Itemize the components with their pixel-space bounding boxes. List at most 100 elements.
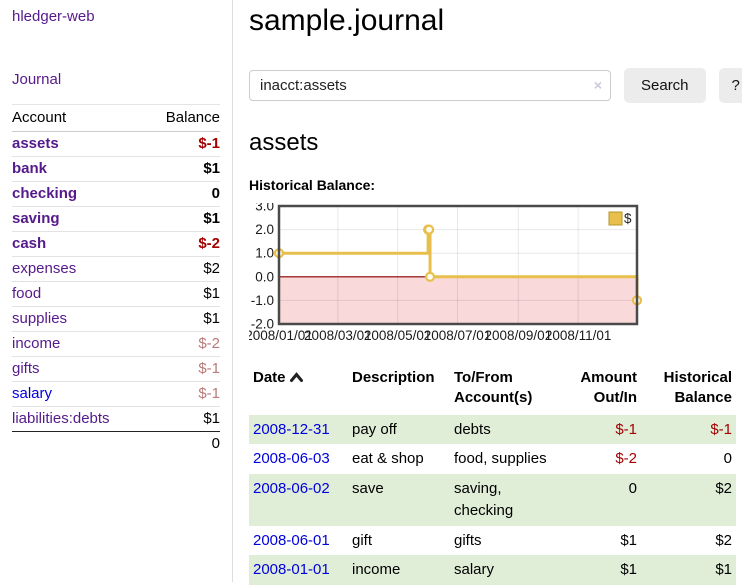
- sidebar-account-row: bank $1: [12, 156, 220, 182]
- account-balance: $2: [145, 256, 220, 282]
- register-header-amount: Amount Out/In: [580, 369, 637, 407]
- account-name-cell: checking: [12, 181, 146, 207]
- account-link[interactable]: salary: [12, 385, 53, 402]
- register-date-cell: 2008-06-01: [249, 526, 348, 556]
- clear-search-icon[interactable]: ×: [593, 77, 602, 93]
- x-axis-tick-label: 2008/05/01: [364, 328, 432, 343]
- register-amount-cell: $1: [620, 561, 637, 579]
- register-balance-cell: $1: [715, 561, 732, 579]
- search-input[interactable]: [249, 70, 611, 101]
- y-axis-tick-label: 2.0: [255, 222, 274, 237]
- x-axis-tick-label: 2008/03/01: [304, 328, 372, 343]
- accounts-header-row: Account Balance: [12, 104, 220, 132]
- account-link[interactable]: food: [12, 285, 42, 302]
- y-axis-tick-label: -2.0: [251, 317, 274, 332]
- register-amount-cell: $-1: [615, 420, 637, 438]
- sidebar-account-row: saving $1: [12, 206, 220, 232]
- x-axis-tick-label: 2008/01/01: [249, 328, 313, 343]
- register-description-cell: eat & shop: [352, 450, 424, 468]
- sidebar-account-row: income $-2: [12, 331, 220, 357]
- sidebar-account-row: liabilities:debts $1: [12, 406, 220, 432]
- account-name-cell: cash: [12, 231, 146, 257]
- account-link[interactable]: cash: [12, 235, 47, 252]
- account-balance: $-1: [145, 381, 220, 407]
- account-link[interactable]: saving: [12, 210, 60, 227]
- accounts-total-row: 0: [12, 431, 220, 456]
- register-accounts-cell: debts: [454, 420, 491, 438]
- account-balance: $1: [145, 306, 220, 332]
- sidebar-account-row: assets $-1: [12, 132, 220, 157]
- accounts-total-value: 0: [145, 431, 220, 456]
- register-header-date[interactable]: Date: [249, 366, 348, 415]
- account-link[interactable]: expenses: [12, 260, 77, 277]
- negative-region: [279, 276, 637, 324]
- register-description-cell: income: [352, 561, 401, 579]
- account-name-cell: assets: [12, 132, 146, 157]
- register-accounts-cell: saving, checking: [454, 480, 514, 519]
- search-input-wrap: ×: [249, 70, 611, 101]
- y-axis-tick-label: 0.0: [255, 269, 274, 284]
- account-name-cell: income: [12, 331, 146, 357]
- register-table: Date Description To/From Account(s) Amou…: [249, 366, 736, 585]
- account-link[interactable]: liabilities:debts: [12, 410, 110, 427]
- main-content: sample.journal × Search ? assets Histori…: [233, 0, 742, 585]
- register-header-balance: Historical Balance: [663, 369, 732, 407]
- y-axis-tick-label: 1.0: [255, 246, 274, 261]
- chart-title: Historical Balance:: [249, 177, 376, 193]
- account-balance: $1: [145, 281, 220, 307]
- register-accounts-cell: food, supplies: [454, 450, 547, 468]
- account-link[interactable]: supplies: [12, 310, 68, 327]
- brand-link[interactable]: hledger-web: [12, 8, 95, 25]
- sidebar-account-row: cash $-2: [12, 231, 220, 257]
- account-name-cell: salary: [12, 381, 146, 407]
- data-point-marker: [423, 224, 435, 235]
- transaction-date-link[interactable]: 2008-06-02: [253, 480, 330, 497]
- register-balance-cell: 0: [723, 450, 732, 468]
- register-balance-cell: $2: [715, 480, 732, 497]
- account-link[interactable]: income: [12, 335, 61, 352]
- sidebar-account-row: salary $-1: [12, 381, 220, 407]
- account-name-cell: gifts: [12, 356, 146, 382]
- search-bar: × Search ?: [249, 68, 742, 103]
- register-row: 2008-06-01 gift gifts $1 $2: [249, 526, 736, 556]
- sidebar-account-row: food $1: [12, 281, 220, 307]
- account-balance: $-1: [145, 356, 220, 382]
- account-link[interactable]: bank: [12, 160, 48, 177]
- sidebar: hledger-web Journal Account Balance asse…: [0, 0, 233, 582]
- account-link[interactable]: gifts: [12, 360, 40, 377]
- sidebar-account-row: checking 0: [12, 181, 220, 207]
- account-link[interactable]: checking: [12, 185, 78, 202]
- accounts-table: Account Balance assets $-1 bank $1 checking 0…: [12, 104, 220, 456]
- account-name-cell: food: [12, 281, 146, 307]
- account-balance: $-2: [145, 331, 220, 357]
- transaction-date-link[interactable]: 2008-12-31: [253, 420, 330, 438]
- register-accounts-cell: salary: [454, 561, 495, 579]
- transaction-date-link[interactable]: 2008-06-03: [253, 450, 330, 468]
- account-heading: assets: [249, 129, 319, 156]
- account-name-cell: supplies: [12, 306, 146, 332]
- transaction-date-link[interactable]: 2008-01-01: [253, 561, 330, 579]
- register-date-cell: 2008-06-02: [249, 474, 348, 526]
- register-date-cell: 2008-12-31: [249, 415, 348, 445]
- x-axis-tick-label: 2008/09/01: [485, 328, 553, 343]
- register-description-cell: pay off: [352, 420, 397, 438]
- register-header-description: Description: [352, 369, 435, 386]
- plot-border: [277, 204, 639, 326]
- accounts-header-account: Account: [12, 104, 146, 132]
- search-button[interactable]: Search: [624, 68, 706, 103]
- account-name-cell: liabilities:debts: [12, 406, 146, 432]
- data-point-marker: [424, 271, 436, 282]
- account-balance: $1: [145, 206, 220, 232]
- register-row: 2008-06-03 eat & shop food, supplies $-2 0: [249, 444, 736, 474]
- register-amount-cell: $1: [620, 531, 637, 549]
- x-axis-tick-label: 2008/11/01: [545, 328, 612, 343]
- register-amount-cell: $-2: [615, 450, 637, 468]
- account-link[interactable]: assets: [12, 135, 59, 152]
- transaction-date-link[interactable]: 2008-06-01: [253, 531, 330, 549]
- register-row: 2008-01-01 income salary $1 $1: [249, 555, 736, 585]
- legend-label: $: [624, 211, 632, 226]
- help-button[interactable]: ?: [718, 68, 742, 103]
- legend-swatch: [608, 211, 623, 226]
- sidebar-item-journal[interactable]: Journal: [12, 71, 62, 88]
